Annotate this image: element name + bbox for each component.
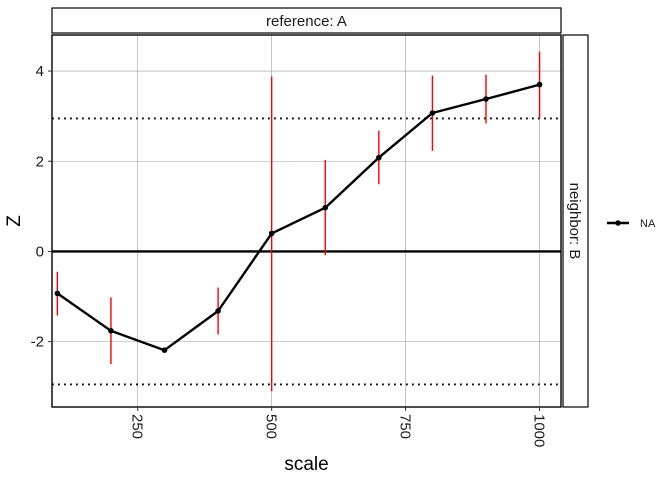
data-point	[376, 154, 382, 161]
x-axis-ticks: 250 500 750 1000	[129, 407, 548, 447]
data-point	[215, 308, 221, 314]
facet-strip-top: reference: A	[51, 7, 562, 34]
y-axis-title: Z	[4, 215, 25, 227]
legend-label: NA	[640, 218, 656, 230]
legend-key-point	[615, 220, 621, 226]
panel-border	[51, 34, 562, 408]
data-point	[429, 110, 436, 116]
facet-strip-top-label: reference: A	[266, 13, 347, 30]
data-point	[536, 81, 543, 88]
data-points	[54, 81, 543, 353]
data-point	[268, 230, 275, 237]
x-tick-label: 750	[397, 414, 414, 439]
y-tick-label: 2	[36, 153, 44, 170]
series-line	[56, 83, 540, 352]
reference-lines	[52, 117, 561, 386]
legend: NA	[607, 218, 656, 230]
x-tick-label: 250	[129, 414, 146, 439]
y-tick-label: 0	[36, 243, 44, 260]
data-point	[483, 96, 489, 102]
y-tick-label: 4	[36, 63, 44, 80]
x-tick-label: 500	[263, 414, 280, 439]
facet-strip-right-label: neighbor: B	[566, 183, 583, 260]
y-tick-label: -2	[31, 334, 44, 351]
x-axis-title: scale	[284, 454, 328, 475]
facet-strip-right: neighbor: B	[562, 34, 589, 408]
y-axis-ticks: -2 0 2 4	[31, 63, 52, 351]
data-point	[161, 347, 168, 353]
x-tick-label: 1000	[531, 414, 548, 447]
data-point	[54, 290, 61, 297]
data-point	[322, 204, 329, 211]
data-point	[108, 327, 114, 334]
series-lines	[56, 83, 540, 352]
